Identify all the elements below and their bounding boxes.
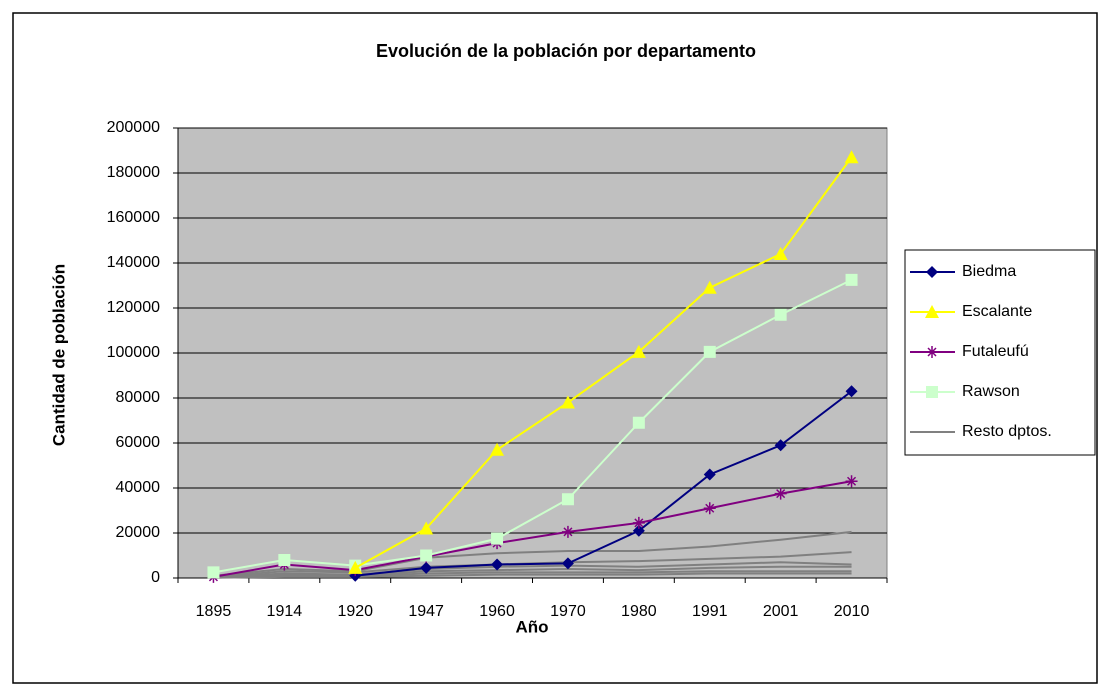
point xyxy=(703,345,716,358)
x-tick-label: 1991 xyxy=(692,603,728,620)
x-axis-label: Año xyxy=(515,617,548,636)
x-tick-label: 1970 xyxy=(550,603,586,620)
point xyxy=(632,524,645,537)
y-tick-label: 60000 xyxy=(116,434,161,451)
series-line xyxy=(213,278,852,574)
legend-marker xyxy=(926,266,938,278)
x-tick-label: 1980 xyxy=(621,603,657,620)
point xyxy=(702,280,717,294)
y-tick-label: 100000 xyxy=(107,344,160,361)
point xyxy=(844,150,859,164)
x-tick-label: 1960 xyxy=(479,603,515,620)
x-tick-label: 2001 xyxy=(763,603,799,620)
legend-label: Futaleufú xyxy=(962,343,1029,360)
point xyxy=(845,385,858,398)
point xyxy=(207,566,220,579)
y-tick-label: 140000 xyxy=(107,254,160,271)
y-tick-label: 20000 xyxy=(116,524,161,541)
point xyxy=(703,468,716,481)
y-tick-label: 0 xyxy=(151,569,160,586)
point xyxy=(845,273,858,286)
point xyxy=(561,557,574,570)
series-line xyxy=(355,390,853,577)
series-line xyxy=(354,156,853,569)
x-tick-label: 1914 xyxy=(267,603,303,620)
legend-marker xyxy=(925,305,939,318)
point xyxy=(845,475,858,488)
y-tick-label: 160000 xyxy=(107,209,160,226)
y-tick-label: 40000 xyxy=(116,479,161,496)
y-tick-label: 180000 xyxy=(107,164,160,181)
point xyxy=(491,532,504,545)
legend-label: Biedma xyxy=(962,263,1016,280)
y-tick-label: 120000 xyxy=(107,299,160,316)
x-tick-label: 1895 xyxy=(196,603,232,620)
point xyxy=(774,439,787,452)
series-line xyxy=(213,561,852,579)
point xyxy=(420,549,433,562)
x-tick-label: 1920 xyxy=(337,603,373,620)
series-line xyxy=(213,480,852,578)
point xyxy=(774,487,787,500)
point xyxy=(561,493,574,506)
y-axis-label: Cantidad de población xyxy=(49,264,68,446)
point xyxy=(348,560,363,574)
legend-label: Escalante xyxy=(962,303,1032,320)
chart-title: Evolución de la población por departamen… xyxy=(376,41,756,61)
point xyxy=(420,561,433,574)
series-line xyxy=(213,530,852,577)
legend-marker xyxy=(926,346,938,358)
y-tick-label: 200000 xyxy=(107,119,160,136)
point xyxy=(631,344,646,358)
legend-label: Rawson xyxy=(962,383,1020,400)
y-tick-label: 80000 xyxy=(116,389,161,406)
point xyxy=(561,525,574,538)
point xyxy=(560,395,575,409)
point xyxy=(491,558,504,571)
point xyxy=(490,442,505,456)
point xyxy=(773,247,788,260)
point xyxy=(632,516,645,529)
point xyxy=(632,416,645,429)
legend-marker xyxy=(926,386,938,398)
legend-label: Resto dptos. xyxy=(962,423,1052,440)
series-line xyxy=(213,572,852,579)
x-tick-label: 2010 xyxy=(834,603,870,620)
x-tick-label: 1947 xyxy=(408,603,444,620)
point xyxy=(703,502,716,515)
point xyxy=(774,308,787,321)
point xyxy=(278,554,291,566)
point xyxy=(419,521,434,535)
